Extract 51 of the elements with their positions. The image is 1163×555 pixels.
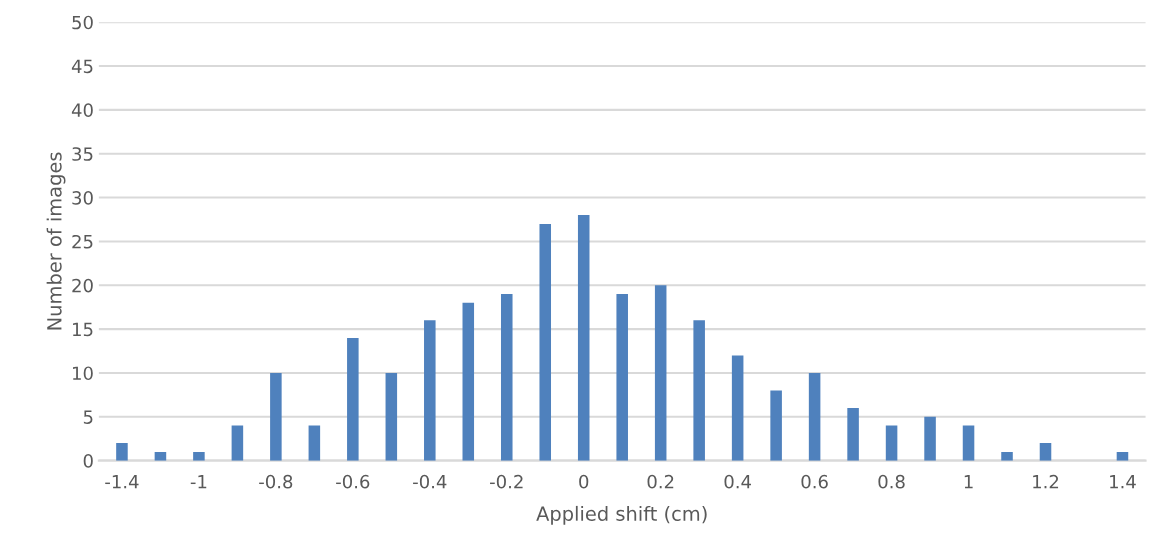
x-axis-title: Applied shift (cm) — [536, 505, 707, 525]
x-tick-label: -0.8 — [259, 474, 293, 489]
bar — [1001, 451, 1013, 461]
bar — [462, 302, 475, 461]
bar — [577, 215, 590, 461]
bar — [500, 294, 513, 461]
x-tick-label: -1.4 — [105, 475, 139, 489]
bar — [385, 372, 398, 461]
x-tick-label: -0.6 — [336, 474, 370, 489]
bar — [347, 337, 359, 461]
y-tick-label: 20 — [72, 278, 93, 293]
bar — [116, 443, 128, 461]
x-tick-label: -1 — [190, 475, 207, 489]
x-tick-label: 1 — [964, 475, 973, 489]
x-tick-label: 1.2 — [1033, 474, 1059, 489]
bar — [693, 320, 705, 461]
x-tick-label: 0.8 — [878, 474, 905, 489]
bar — [616, 294, 628, 461]
y-tick-label: 5 — [83, 410, 93, 424]
x-tick-label: 0.6 — [801, 474, 828, 489]
x-tick-label: 0.2 — [647, 474, 674, 489]
x-tick-label: -0.2 — [490, 474, 523, 489]
bar — [924, 416, 936, 461]
bar — [539, 223, 552, 461]
y-tick-label: 10 — [73, 366, 93, 381]
y-tick-label: 50 — [72, 15, 93, 30]
y-tick-label: 25 — [72, 234, 93, 249]
bar — [770, 390, 782, 461]
bar — [731, 355, 744, 461]
bar — [193, 451, 205, 461]
y-tick-label: 40 — [71, 103, 93, 118]
y-tick-label: 35 — [72, 147, 93, 161]
bar — [270, 372, 282, 461]
bar — [1039, 443, 1052, 461]
bar — [885, 425, 898, 461]
bar — [231, 425, 244, 461]
x-tick-label: 1.4 — [1110, 475, 1136, 489]
bar — [962, 425, 975, 461]
bar — [424, 320, 436, 461]
y-tick-label: 15 — [73, 322, 93, 337]
bar — [808, 372, 821, 461]
x-tick-label: 0 — [579, 474, 589, 489]
y-tick-label: 0 — [83, 454, 93, 468]
x-tick-label: -0.4 — [413, 474, 447, 489]
y-tick-label: 30 — [72, 191, 93, 205]
bar — [654, 285, 667, 461]
y-axis-title: Number of images — [46, 152, 66, 330]
bar — [847, 408, 859, 461]
y-tick-label: 45 — [71, 59, 93, 74]
bar — [308, 425, 321, 461]
x-tick-label: 0.4 — [724, 474, 751, 489]
